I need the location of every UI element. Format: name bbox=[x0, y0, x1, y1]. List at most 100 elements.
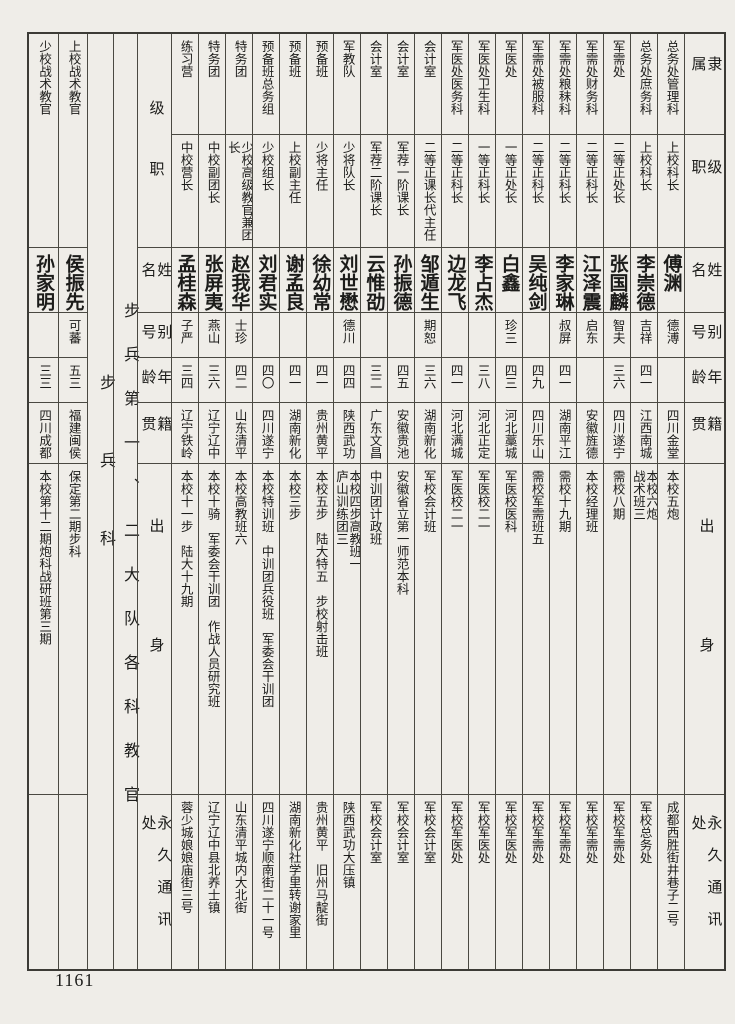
person-column: 预备班 少将主任 徐幼常 四一 贵州黄平 本校五步 陆大特五 步校射击班 贵州黄… bbox=[306, 34, 333, 969]
age-cell: 四〇 bbox=[259, 364, 274, 389]
person-column: 总务处庶务科 上校科长 李崇德 吉祥 四一 江西南城 本校六炮 战术班三 军校总… bbox=[630, 34, 657, 969]
person-column: 会计室 二等正课长代主任 邹遁生 期恕 三六 湖南新化 军校会计班 军校会计室 bbox=[414, 34, 441, 969]
affiliation-cell: 练习营 bbox=[178, 40, 193, 78]
person-column: 少校战术教官 孙家明 三三 四川成都 本校第十二期炮科战研班第三期 bbox=[29, 34, 58, 969]
header-rank: 级职 bbox=[689, 159, 722, 204]
person-column: 军需处粮秣科 二等正科长 李家琳 叔屏 四一 湖南平江 需校十九期 军校军需处 bbox=[549, 34, 576, 969]
affiliation-cell: 会计室 bbox=[367, 40, 382, 78]
person-column: 特务团 少校高级教官兼团长 赵我华 士珍 四二 山东清平 本校高教班六 山东清平… bbox=[225, 34, 252, 969]
native-place-cell: 辽宁辽中 bbox=[205, 409, 220, 459]
native-place-cell: 四川遂宁 bbox=[259, 409, 274, 459]
name-cell: 赵我华 bbox=[228, 254, 250, 311]
native-place-cell: 湖南平江 bbox=[556, 409, 571, 459]
name-cell: 孙家明 bbox=[33, 254, 54, 311]
native-place-cell: 广东文昌 bbox=[367, 409, 382, 459]
native-place-cell: 河北正定 bbox=[475, 409, 490, 459]
origin-cell: 军校会计班 bbox=[421, 470, 436, 533]
name-cell: 张屏夷 bbox=[201, 254, 223, 311]
name-cell: 徐幼常 bbox=[309, 254, 331, 311]
left-section-header-column: 级职 姓名 别号 年龄 籍贯 出身 永久通讯处 bbox=[137, 34, 171, 969]
affiliation-cell: 军需处 bbox=[610, 40, 625, 78]
origin-cell: 中训团计政班 bbox=[367, 470, 382, 545]
header-native-place: 籍贯 bbox=[139, 416, 172, 440]
name-cell: 侯振先 bbox=[62, 254, 84, 311]
age-cell: 四三 bbox=[502, 364, 517, 389]
person-column: 总务处管理科 上校科长 傅渊 德溥 四川金堂 本校五炮 成都西胜街井巷子二号 bbox=[657, 34, 684, 969]
address-cell: 军校军需处 bbox=[556, 801, 571, 864]
header-alias: 别号 bbox=[689, 324, 722, 342]
header-affiliation: 隶属 bbox=[689, 56, 722, 97]
name-cell: 李崇德 bbox=[633, 254, 655, 311]
person-column: 军医处医务科 二等正科长 边龙飞 四一 河北满城 军医校二一 军校军医处 bbox=[441, 34, 468, 969]
section-title-column: 步兵第一、二大队各科教官 bbox=[113, 34, 138, 969]
address-cell: 军校总务处 bbox=[637, 801, 652, 864]
origin-cell: 本校五步 陆大特五 步校射击班 bbox=[313, 470, 328, 658]
name-cell: 孟桂森 bbox=[174, 254, 196, 311]
name-cell: 江泽震 bbox=[579, 254, 601, 311]
alias-cell: 德溥 bbox=[664, 319, 679, 344]
affiliation-cell: 军需处财务科 bbox=[583, 40, 598, 115]
origin-cell: 本校三步 bbox=[286, 470, 301, 520]
header-age: 年龄 bbox=[139, 369, 172, 387]
right-section-header-column: 隶属 级职 姓名 别号 年龄 籍贯 出身 永久通讯处 bbox=[684, 34, 724, 969]
person-column: 特务团 中校副团长 张屏夷 燕山 三六 辽宁辽中 本校十骑 军委会干训团 作战人… bbox=[198, 34, 225, 969]
origin-cell: 需校八期 bbox=[610, 470, 625, 520]
origin-cell: 需校十九期 bbox=[556, 470, 571, 533]
header-rank: 级职 bbox=[147, 100, 164, 222]
native-place-cell: 四川乐山 bbox=[529, 409, 544, 459]
alias-cell: 燕山 bbox=[205, 319, 220, 344]
age-cell: 三八 bbox=[475, 364, 490, 389]
alias-cell: 可蕃 bbox=[66, 319, 81, 344]
affiliation-cell: 总务处管理科 bbox=[664, 40, 679, 115]
section-branch-column: 步兵科 bbox=[87, 34, 114, 969]
branch-label-infantry: 步兵科 bbox=[97, 374, 114, 608]
header-origin: 出身 bbox=[697, 518, 714, 756]
person-column: 军教队 少将队长 刘世懋 德川 四四 陕西武功 本校四步高教班一 庐山训练团三 … bbox=[333, 34, 360, 969]
affiliation-cell: 会计室 bbox=[421, 40, 436, 78]
address-cell: 军校军医处 bbox=[448, 801, 463, 864]
name-cell: 云惟劭 bbox=[363, 254, 385, 311]
address-cell: 军校军医处 bbox=[475, 801, 490, 864]
name-cell: 刘世懋 bbox=[336, 254, 358, 311]
age-cell: 四四 bbox=[340, 364, 355, 389]
header-name: 姓名 bbox=[689, 262, 722, 291]
alias-cell: 期恕 bbox=[421, 319, 436, 344]
address-cell: 陕西武功大压镇 bbox=[340, 801, 355, 889]
name-cell: 谢孟良 bbox=[282, 254, 304, 311]
name-cell: 白鑫 bbox=[498, 254, 520, 292]
affiliation-cell: 军医处卫生科 bbox=[475, 40, 490, 115]
origin-cell: 本校十骑 军委会干训团 作战人员研究班 bbox=[205, 470, 220, 708]
person-column: 会计室 军荐二阶课长 云惟劭 三二 广东文昌 中训团计政班 军校会计室 bbox=[360, 34, 387, 969]
native-place-cell: 辽宁铁岭 bbox=[178, 409, 193, 459]
origin-cell: 本校五炮 bbox=[664, 470, 679, 520]
rank-cell: 中校营长 bbox=[178, 141, 193, 191]
origin-cell: 军医校医科 bbox=[502, 470, 517, 533]
native-place-cell: 福建闽侯 bbox=[66, 409, 81, 459]
person-column: 军需处 二等正处长 张国麟 智夫 三六 四川遂宁 需校八期 军校军需处 bbox=[603, 34, 630, 969]
origin-cell: 本校特训班 中训团兵役班 军委会干训团 bbox=[259, 470, 274, 708]
native-place-cell: 贵州黄平 bbox=[313, 409, 328, 459]
page-number: 1161 bbox=[55, 970, 95, 990]
name-cell: 张国麟 bbox=[606, 254, 628, 311]
header-address: 永久通讯处 bbox=[139, 815, 172, 943]
rank-cell: 军荐一阶课长 bbox=[394, 141, 409, 216]
rank-cell: 少校组长 bbox=[259, 141, 274, 191]
address-cell: 军校会计室 bbox=[421, 801, 436, 864]
address-cell: 军校军需处 bbox=[529, 801, 544, 864]
age-cell: 四一 bbox=[313, 364, 328, 389]
address-cell: 成都西胜街井巷子二号 bbox=[664, 801, 679, 926]
affiliation-cell: 军需处被服科 bbox=[529, 40, 544, 115]
age-cell: 四一 bbox=[286, 364, 301, 389]
address-cell: 军校会计室 bbox=[367, 801, 382, 864]
alias-cell: 子严 bbox=[178, 319, 193, 344]
rank-cell: 上校科长 bbox=[664, 141, 679, 191]
address-cell: 军校军需处 bbox=[610, 801, 625, 864]
affiliation-cell: 会计室 bbox=[394, 40, 409, 78]
age-cell: 五三 bbox=[66, 364, 81, 389]
alias-cell: 德川 bbox=[340, 319, 355, 344]
address-cell: 辽宁辽中县北养士镇 bbox=[205, 801, 220, 914]
native-place-cell: 四川成都 bbox=[37, 409, 52, 459]
header-origin: 出身 bbox=[147, 518, 164, 756]
native-place-cell: 河北满城 bbox=[448, 409, 463, 459]
rank-cell: 二等正科长 bbox=[448, 141, 463, 204]
